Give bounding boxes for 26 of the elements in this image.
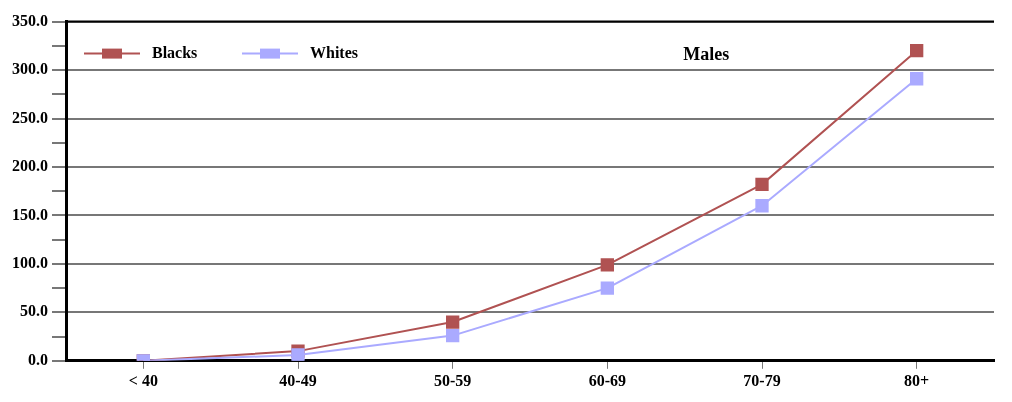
y-tick-label: 150.0	[12, 205, 48, 223]
legend-label: Whites	[310, 43, 358, 61]
y-tick-label: 0.0	[28, 350, 48, 368]
y-tick-label: 50.0	[20, 302, 48, 320]
legend-label: Blacks	[152, 43, 198, 61]
text: Males	[683, 44, 730, 65]
x-tick-label: 70-79	[743, 371, 781, 389]
y-tick-label: 300.0	[12, 60, 48, 78]
point	[600, 258, 614, 272]
point	[755, 177, 769, 192]
x-tick-label: 50-59	[434, 371, 472, 389]
y-tick-label: 100.0	[12, 254, 48, 272]
point	[910, 44, 924, 58]
y-tick-label: 200.0	[12, 157, 48, 175]
x-tick-label: 80+	[904, 371, 930, 389]
point	[446, 315, 460, 329]
point	[755, 199, 769, 213]
x-tick-label: < 40	[128, 371, 158, 389]
x-tick-label: 60-69	[588, 371, 626, 389]
y-tick-label: 250.0	[12, 108, 48, 126]
point	[910, 72, 924, 86]
point	[600, 281, 614, 295]
point	[291, 348, 305, 361]
point	[446, 328, 460, 343]
y-tick-label: 350.0	[12, 11, 48, 29]
x-tick-label: 40-49	[279, 371, 317, 389]
